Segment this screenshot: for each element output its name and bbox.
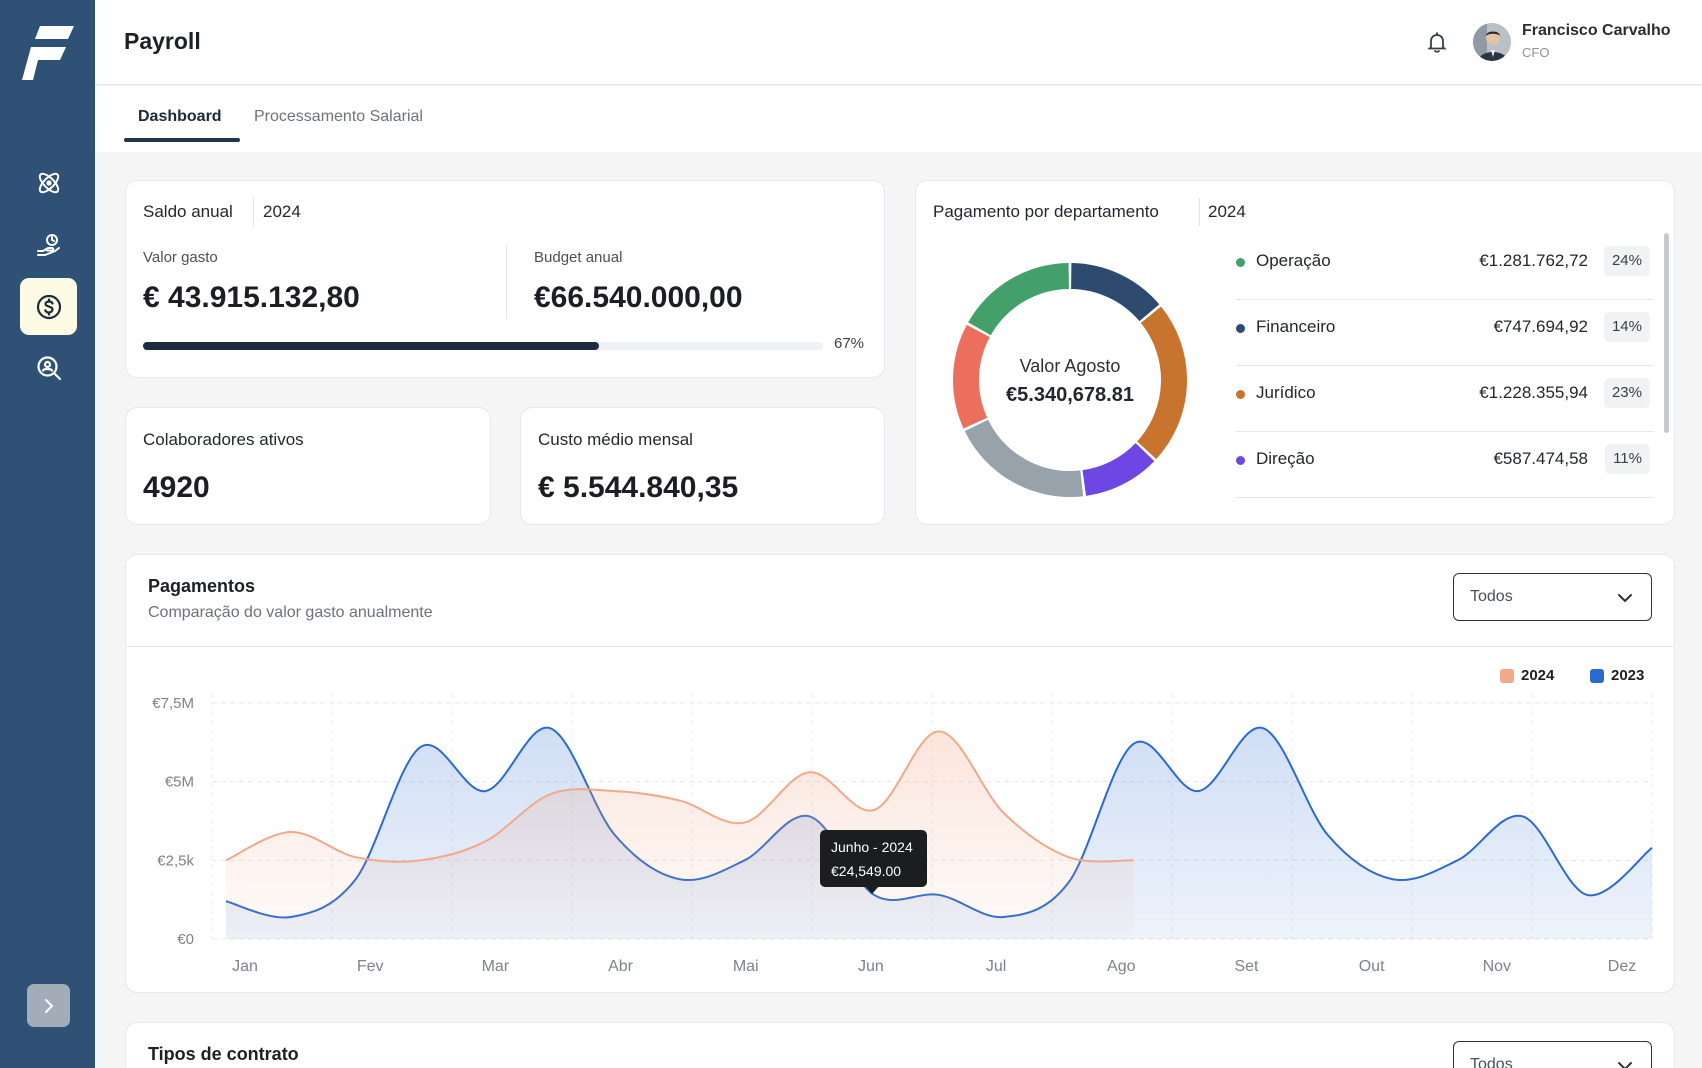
tab-processamento-salarial[interactable]: Processamento Salarial [254, 108, 423, 125]
page-title: Payroll [124, 28, 201, 54]
hand-coin-icon [36, 233, 60, 256]
nav-search-people[interactable] [20, 339, 77, 396]
budget-progress-bar [143, 342, 823, 350]
dept-row-direcao[interactable]: Direção €587.474,58 11% [1236, 432, 1654, 498]
saldo-title: Saldo anual [143, 202, 233, 221]
dept-color-dot [1236, 390, 1245, 399]
nav-atom[interactable] [20, 154, 77, 211]
chevron-down-icon [1618, 594, 1632, 603]
tab-dashboard[interactable]: Dashboard [138, 108, 222, 125]
custo-value: € 5.544.840,35 [538, 471, 739, 504]
chevron-right-icon [44, 998, 53, 1013]
dept-color-dot [1236, 456, 1245, 465]
active-tab-indicator [124, 138, 240, 142]
dept-row-operacao[interactable]: Operação €1.281.762,72 24% [1236, 234, 1654, 300]
atom-icon [38, 172, 59, 193]
pagamentos-filter-select[interactable]: Todos [1453, 573, 1652, 621]
dept-pct-badge: 14% [1603, 312, 1650, 342]
contrato-filter-select[interactable]: Todos [1453, 1041, 1652, 1068]
dept-pct-badge: 11% [1605, 444, 1650, 474]
budget-value: €66.540.000,00 [534, 281, 743, 314]
pagamentos-subtitle: Comparação do valor gasto anualmente [148, 604, 433, 621]
departamento-title: Pagamento por departamento [933, 202, 1159, 221]
dept-color-dot [1236, 258, 1245, 267]
legend-2023[interactable]: 2023 [1590, 667, 1644, 684]
avatar[interactable] [1473, 23, 1511, 61]
custo-label: Custo médio mensal [538, 430, 693, 449]
tooltip-value: €24,549.00 [831, 863, 902, 879]
bell-icon[interactable] [1425, 30, 1449, 54]
dept-row-financeiro[interactable]: Financeiro €747.694,92 14% [1236, 300, 1654, 366]
contrato-title: Tipos de contrato [148, 1044, 299, 1064]
user-name: Francisco Carvalho [1522, 22, 1671, 39]
department-list-scrollbar[interactable] [1664, 233, 1669, 433]
brand-logo [22, 26, 74, 80]
dept-pct-badge: 23% [1603, 378, 1650, 408]
chevron-down-icon [1618, 1062, 1632, 1068]
dept-color-dot [1236, 324, 1245, 333]
tipos-contrato-card: Tipos de contrato Todos [125, 1022, 1675, 1068]
pagamentos-card: Pagamentos Comparação do valor gasto anu… [125, 554, 1675, 993]
search-user-icon [36, 355, 61, 380]
colaboradores-value: 4920 [143, 471, 210, 504]
nav-payroll[interactable] [20, 278, 77, 335]
dollar-circle-icon [36, 294, 61, 319]
budget-progress-label: 67% [834, 335, 865, 352]
dept-row-juridico[interactable]: Jurídico €1.228.355,94 23% [1236, 366, 1654, 432]
user-role: CFO [1522, 45, 1550, 60]
dept-pct-badge: 24% [1603, 246, 1650, 276]
budget-progress-fill [143, 342, 599, 350]
spent-value: € 43.915.132,80 [143, 281, 360, 314]
saldo-year: 2024 [263, 202, 301, 221]
sidebar [0, 0, 95, 1068]
pagamentos-title: Pagamentos [148, 576, 256, 596]
tab-bar: Dashboard Processamento Salarial [95, 86, 1702, 152]
chart-tooltip: Junho - 2024 €24,549.00 [820, 830, 927, 894]
saldo-anual-card: Saldo anual 2024 Valor gasto € 43.915.13… [125, 180, 885, 378]
legend-2024[interactable]: 2024 [1500, 667, 1554, 684]
sidebar-expand-button[interactable] [27, 984, 70, 1027]
colaboradores-label: Colaboradores ativos [143, 430, 304, 449]
custo-medio-card: Custo médio mensal € 5.544.840,35 [520, 407, 885, 525]
nav-payments[interactable] [20, 216, 77, 273]
budget-label: Budget anual [534, 249, 623, 266]
tooltip-title: Junho - 2024 [831, 839, 913, 855]
colaboradores-card: Colaboradores ativos 4920 [125, 407, 491, 525]
departamento-year: 2024 [1208, 202, 1246, 221]
top-bar: Payroll Francisco Carvalho CFO [95, 0, 1702, 85]
spent-label: Valor gasto [143, 249, 218, 266]
